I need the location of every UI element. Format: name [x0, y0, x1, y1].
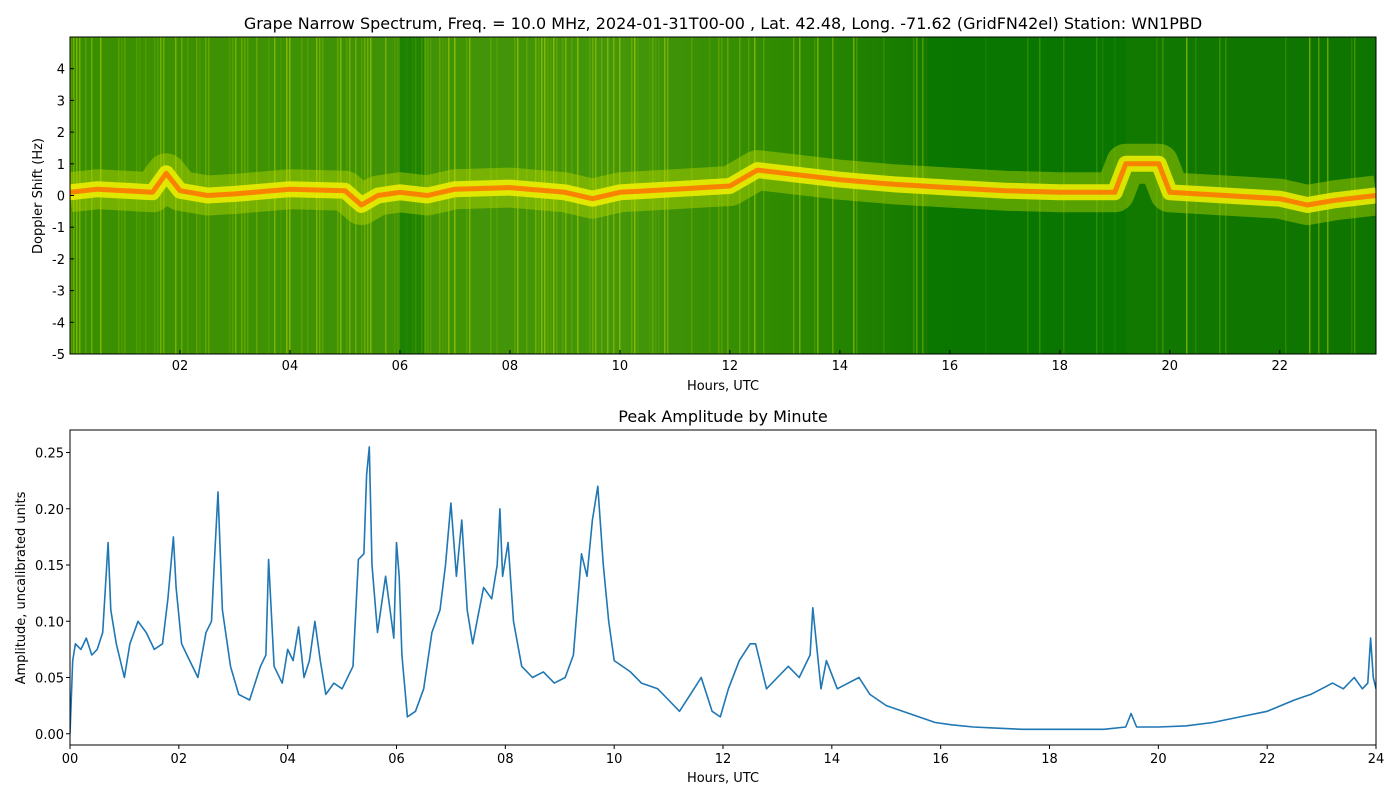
carrier-band	[70, 143, 1376, 225]
x-tick-label: 14	[824, 752, 841, 767]
spectrum-x-ticks: 02 04 06 08 10 12 14 16 18 20 22	[172, 350, 1288, 374]
y-tick-label: 3	[57, 94, 65, 109]
spectrogram-stripe	[160, 37, 162, 354]
spectrogram-stripe	[817, 37, 819, 354]
spectrogram-stripe	[163, 37, 165, 354]
spectrogram-stripe	[922, 37, 924, 354]
spectrogram-stripe	[856, 37, 858, 354]
x-tick-label: 22	[1259, 752, 1276, 767]
x-tick-label: 08	[502, 359, 519, 374]
spectrogram-stripe	[718, 37, 720, 354]
x-tick-label: 24	[1368, 752, 1385, 767]
x-tick-label: 16	[942, 359, 959, 374]
x-tick-label: 10	[612, 359, 629, 374]
spectrogram-stripe	[739, 37, 741, 354]
spectrogram-stripe	[814, 37, 816, 354]
spectrogram-stripe	[748, 37, 750, 354]
spectrum-y-ticks: 4 3 2 1 0 -1 -2 -3 -4 -5	[52, 63, 74, 363]
y-tick-label: 0.00	[35, 728, 64, 743]
spectrogram-stripe	[754, 37, 756, 354]
spectrogram-stripe	[763, 37, 765, 354]
amplitude-frame	[69, 429, 1377, 746]
x-tick-label: 18	[1041, 752, 1058, 767]
x-tick-label: 02	[172, 359, 189, 374]
spectrogram-stripe	[913, 37, 915, 354]
y-tick-label: 0.25	[35, 447, 64, 462]
y-tick-label: 2	[57, 126, 65, 141]
spectrogram-stripe	[793, 37, 795, 354]
spectrogram-stripe	[1156, 37, 1158, 354]
spectrogram-stripe	[832, 37, 834, 354]
y-tick-label: 1	[57, 158, 65, 173]
x-tick-label: 04	[282, 359, 299, 374]
x-tick-label: 22	[1271, 359, 1288, 374]
x-tick-label: 14	[832, 359, 849, 374]
spectrogram-plot	[70, 37, 1376, 354]
spectrum-x-label: Hours, UTC	[687, 379, 759, 394]
y-tick-label: -5	[52, 348, 65, 363]
y-tick-label: -2	[52, 253, 65, 268]
amplitude-y-ticks: 0.00 0.05 0.10 0.15 0.20 0.25	[35, 447, 70, 743]
x-tick-label: 12	[722, 359, 739, 374]
y-tick-label: -1	[52, 221, 65, 236]
spectrogram-stripe	[916, 37, 918, 354]
x-tick-label: 04	[279, 752, 296, 767]
spectrogram-stripe	[853, 37, 855, 354]
spectrogram-stripe	[883, 37, 885, 354]
x-tick-label: 20	[1150, 752, 1167, 767]
x-tick-label: 20	[1162, 359, 1179, 374]
x-tick-label: 08	[497, 752, 514, 767]
amplitude-title: Peak Amplitude by Minute	[618, 407, 828, 426]
x-tick-label: 10	[606, 752, 623, 767]
spectrogram-stripe	[727, 37, 729, 354]
x-tick-label: 02	[171, 752, 188, 767]
x-tick-label: 12	[715, 752, 732, 767]
x-tick-label: 00	[62, 752, 79, 767]
y-tick-label: 0.05	[35, 672, 64, 687]
x-tick-label: 06	[388, 752, 405, 767]
amplitude-series-line	[70, 446, 1376, 734]
spectrogram-stripe	[709, 37, 711, 354]
amplitude-plot	[70, 446, 1376, 734]
spectrum-y-label: Doppler Shift (Hz)	[31, 138, 46, 254]
amplitude-y-label: Amplitude, uncalibrated units	[14, 491, 29, 684]
y-tick-label: 0	[57, 190, 65, 205]
spectrogram-stripe	[1309, 37, 1311, 354]
amplitude-x-label: Hours, UTC	[687, 771, 759, 786]
y-tick-label: -4	[52, 316, 65, 331]
carrier-trace	[70, 161, 1376, 208]
y-tick-label: -3	[52, 285, 65, 300]
y-tick-label: 0.15	[35, 559, 64, 574]
y-tick-label: 0.20	[35, 503, 64, 518]
spectrum-title: Grape Narrow Spectrum, Freq. = 10.0 MHz,…	[244, 14, 1202, 33]
x-tick-label: 18	[1052, 359, 1069, 374]
spectrogram-stripe	[799, 37, 801, 354]
y-tick-label: 4	[57, 63, 65, 78]
x-tick-label: 06	[392, 359, 409, 374]
amplitude-x-ticks: 00 02 04 06 08 10 12 14 16 18 20 22 24	[62, 745, 1385, 767]
y-tick-label: 0.10	[35, 615, 64, 630]
x-tick-label: 16	[932, 752, 949, 767]
spectrogram-stripe	[721, 37, 723, 354]
